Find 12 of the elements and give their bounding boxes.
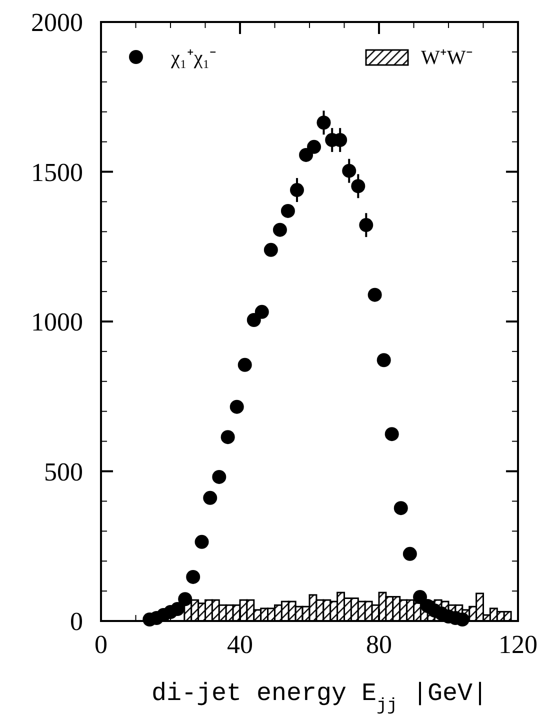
y-tick-label: 500 bbox=[44, 457, 83, 486]
y-tick-label: 2000 bbox=[31, 8, 83, 37]
x-axis-title: di-jet energy E$_{jj}$ |GeV| bbox=[151, 679, 488, 716]
x-tick-label: 80 bbox=[366, 630, 392, 659]
y-tick-label: 0 bbox=[70, 607, 83, 636]
y-tick-label: 1000 bbox=[31, 308, 83, 336]
x-tick-label: 120 bbox=[498, 630, 538, 659]
legend-label: W⁺W⁻ bbox=[421, 47, 473, 69]
legend-label: χ₁⁺χ₁⁻ bbox=[170, 47, 217, 69]
x-tick-label: 40 bbox=[227, 630, 253, 659]
y-tick-label: 1500 bbox=[31, 158, 83, 187]
x-tick-label: 0 bbox=[94, 630, 108, 659]
